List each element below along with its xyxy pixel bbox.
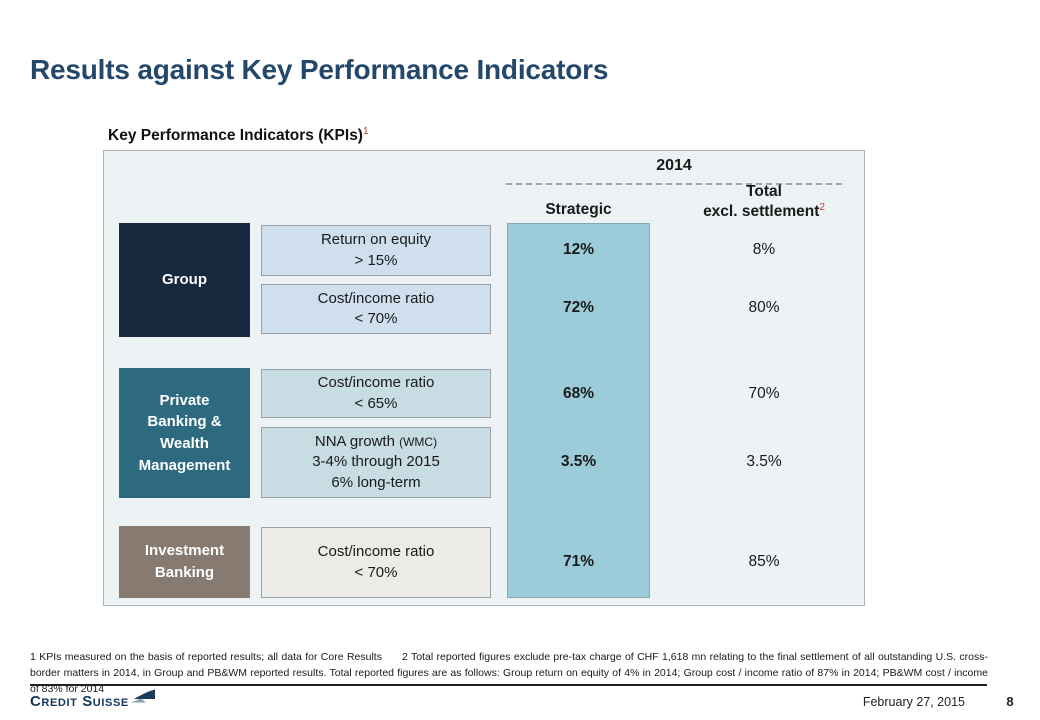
brand-wordmark: Credit Suisse (30, 693, 129, 710)
kpi-box-group-cost-income: Cost/income ratio < 70% (261, 284, 491, 334)
page-title: Results against Key Performance Indicato… (30, 54, 609, 85)
footnote-ref-2: 2 (819, 201, 825, 213)
strategic-value-group-ci: 72% (562, 299, 595, 316)
kpi-nna-paren: (WMC) (399, 435, 438, 450)
total-value-roe: 8% (752, 241, 776, 258)
column-header-total-line2: excl. settlement (703, 202, 820, 220)
strategic-value-ib-ci: 71% (562, 553, 595, 570)
kpi-table: 2014 Strategic Total excl. settlement2 G… (103, 150, 865, 606)
segment-label-group: Group (119, 223, 250, 337)
segment-label-private-banking-wealth-management: Private Banking & Wealth Management (119, 368, 250, 498)
year-header: 2014 (656, 157, 692, 174)
strategic-value-nna: 3.5% (560, 453, 597, 470)
table-caption-text: Key Performance Indicators (KPIs) (108, 127, 363, 145)
total-value-pbwm-ci: 70% (748, 385, 780, 402)
slide-date: February 27, 2015 (862, 695, 965, 709)
kpi-nna-main: NNA growth (314, 433, 395, 451)
total-value-ib-ci: 85% (748, 553, 780, 570)
total-value-nna: 3.5% (746, 453, 782, 470)
total-value-group-ci: 80% (748, 299, 780, 316)
kpi-nna-line1: NNA growth (WMC) (315, 432, 437, 452)
strategic-values-column (507, 223, 650, 598)
footer-divider (30, 684, 987, 686)
column-header-total: Total excl. settlement2 (634, 183, 894, 221)
column-header-strategic: Strategic (545, 201, 612, 218)
sail-logo-icon (130, 689, 155, 703)
kpi-box-return-on-equity: Return on equity > 15% (261, 225, 491, 276)
footnote-ref-1: 1 (362, 126, 369, 137)
strategic-value-roe: 12% (562, 241, 595, 258)
kpi-box-pbwm-cost-income: Cost/income ratio < 65% (261, 369, 491, 418)
kpi-box-ib-cost-income: Cost/income ratio < 70% (261, 527, 491, 598)
year-dashed-divider (506, 183, 842, 185)
kpi-box-nna-growth: NNA growth (WMC) 3-4% through 2015 6% lo… (261, 427, 491, 498)
page-number: 8 (1006, 694, 1014, 709)
strategic-value-pbwm-ci: 68% (562, 385, 595, 402)
footnote-2: 2 Total reported figures exclude pre-tax… (30, 651, 988, 695)
footnote-1: 1 KPIs measured on the basis of reported… (30, 651, 382, 663)
column-header-total-line1: Total (746, 183, 782, 200)
credit-suisse-logo: Credit Suisse (30, 689, 157, 710)
kpi-nna-rest: 3-4% through 2015 6% long-term (312, 453, 440, 491)
table-caption: Key Performance Indicators (KPIs)1 (108, 126, 369, 145)
footnotes: 1 KPIs measured on the basis of reported… (30, 650, 988, 697)
segment-label-investment-banking: Investment Banking (119, 526, 250, 598)
